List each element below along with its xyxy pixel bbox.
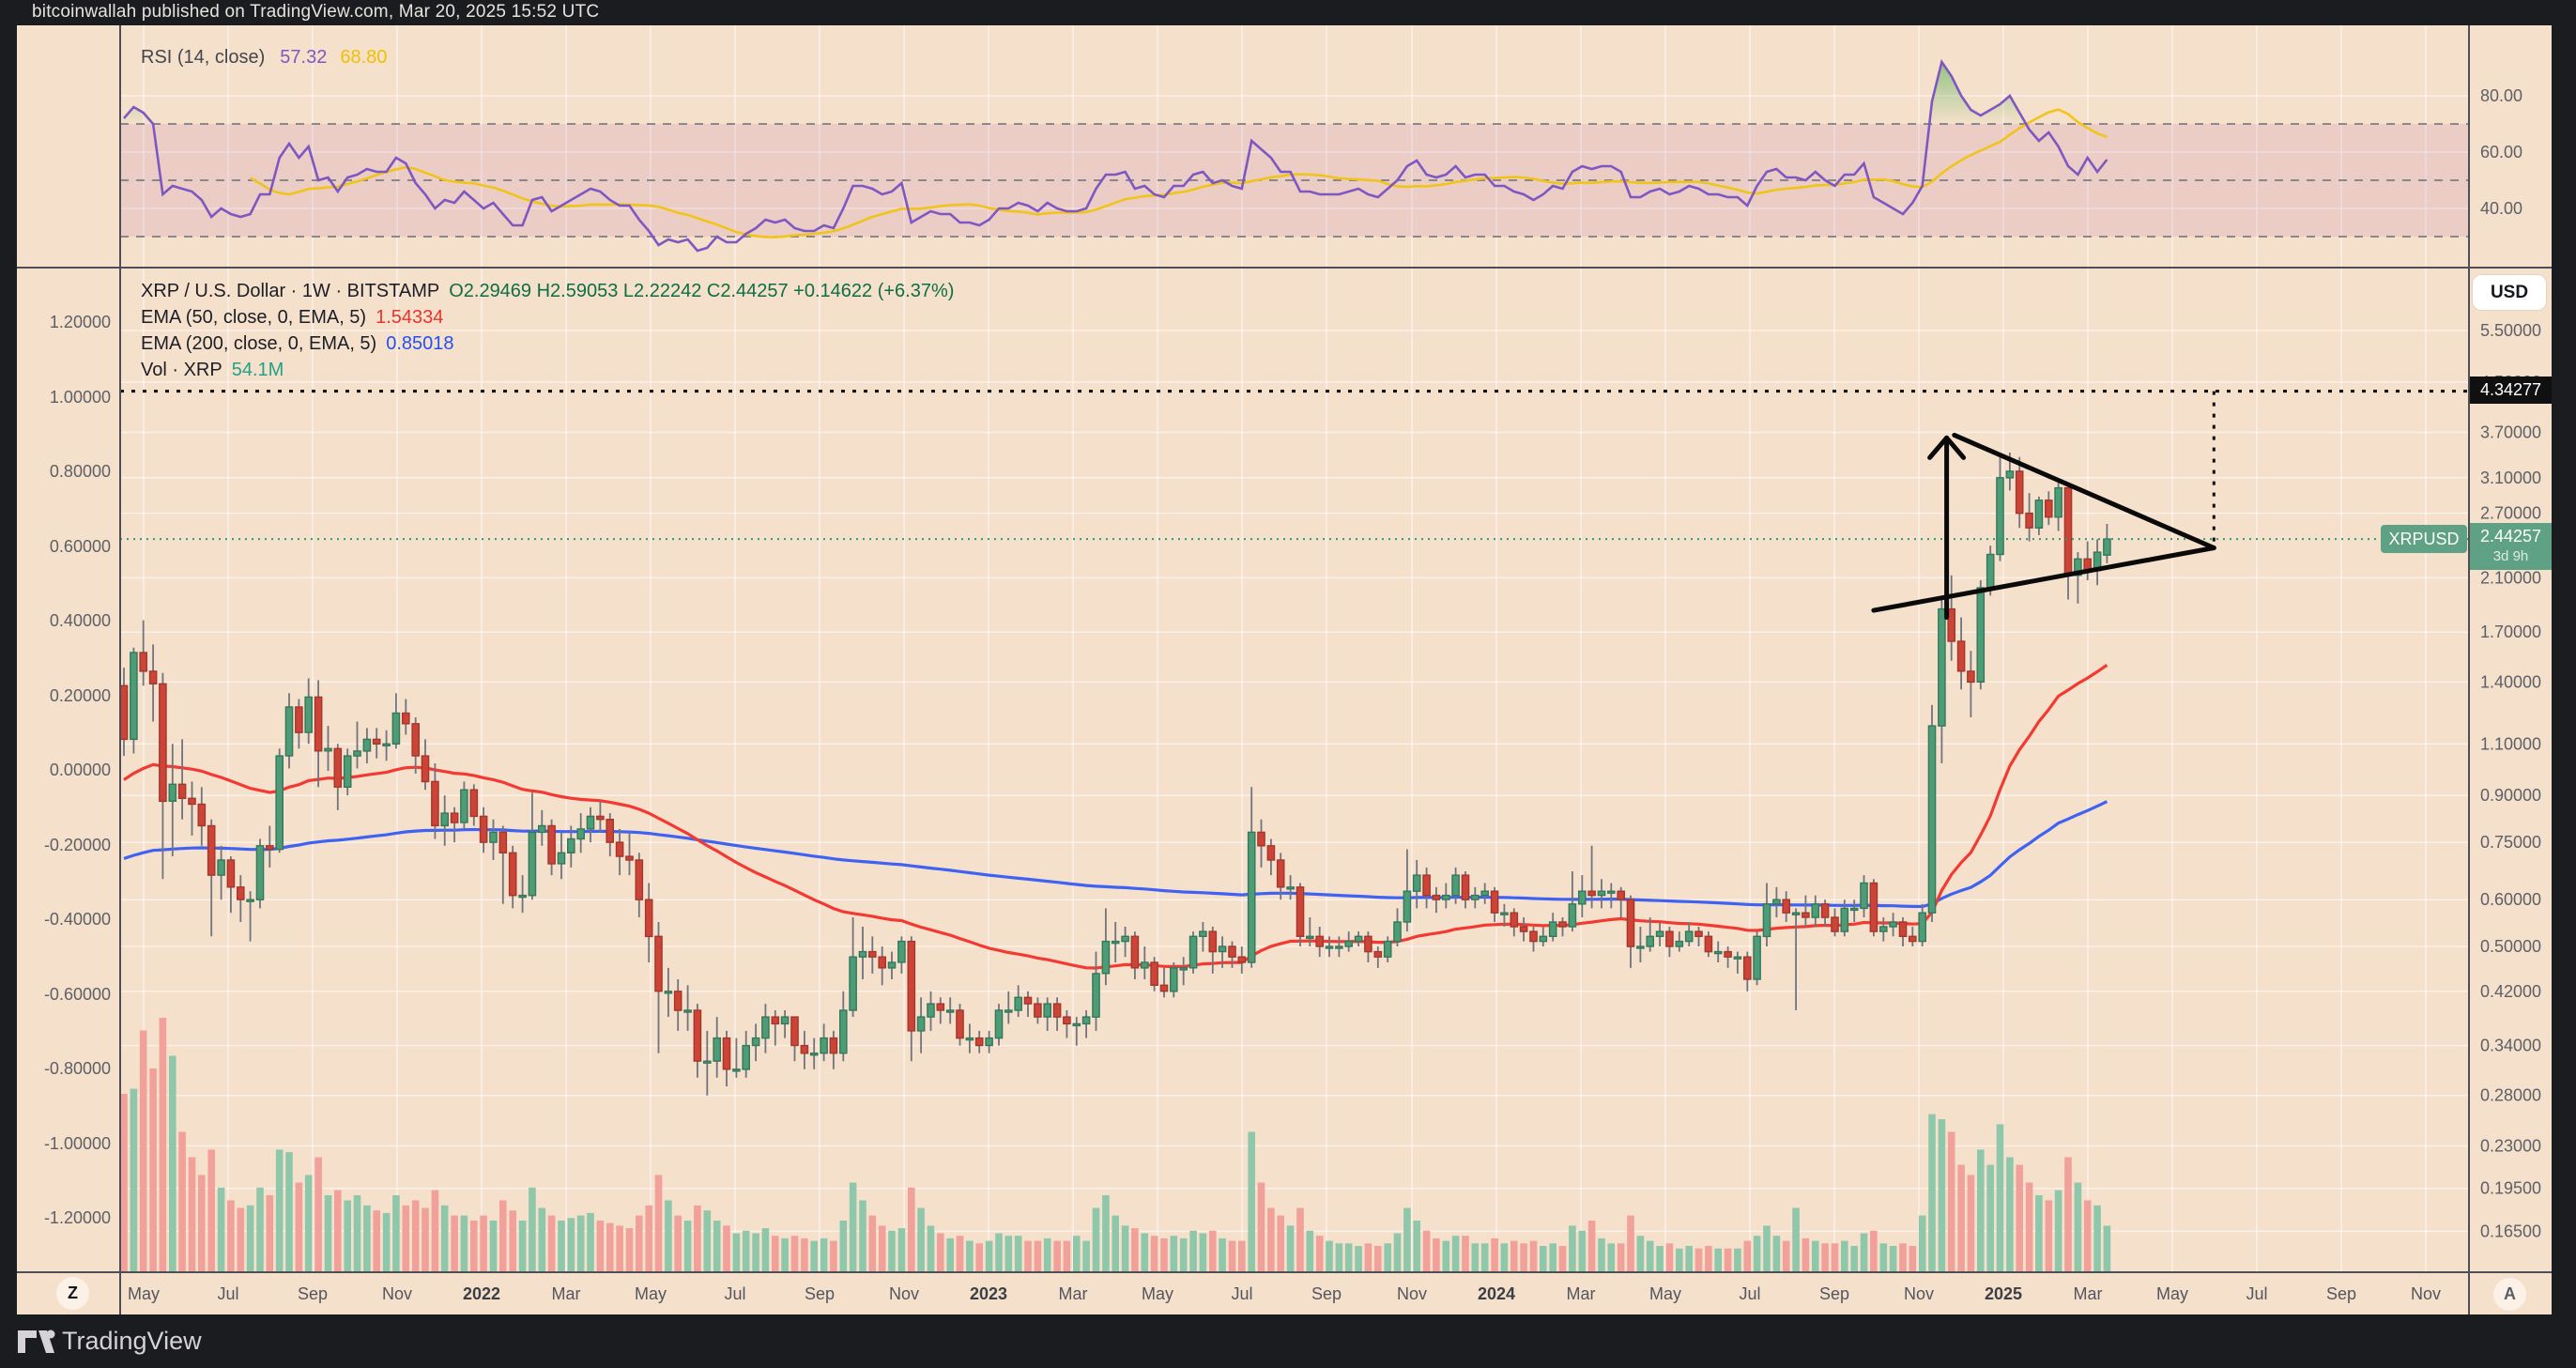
ema50-value: 1.54334: [376, 307, 444, 328]
symbol-row[interactable]: XRP / U.S. Dollar · 1W · BITSTAMP O2.2946…: [141, 278, 954, 304]
volume-value: 54.1M: [231, 360, 284, 380]
svg-text:1.00000: 1.00000: [50, 388, 111, 407]
bar-countdown: 3d 9h: [2492, 548, 2529, 564]
rsi-ma-value: 68.80: [340, 47, 388, 68]
svg-text:Jul: Jul: [2246, 1284, 2267, 1303]
svg-text:60.00: 60.00: [2480, 143, 2522, 161]
timezone-button[interactable]: Z: [56, 1277, 89, 1310]
ema200-value: 0.85018: [386, 333, 454, 354]
target-price-label: 4.34277: [2470, 377, 2552, 404]
svg-text:Nov: Nov: [1904, 1284, 1934, 1303]
svg-text:1.20000: 1.20000: [50, 313, 111, 331]
svg-text:2022: 2022: [463, 1284, 500, 1303]
svg-text:Sep: Sep: [1819, 1284, 1849, 1303]
svg-text:May: May: [128, 1284, 160, 1303]
svg-text:0.34000: 0.34000: [2480, 1037, 2541, 1055]
svg-text:May: May: [635, 1284, 667, 1303]
svg-text:May: May: [1142, 1284, 1173, 1303]
svg-text:0.60000: 0.60000: [50, 537, 111, 556]
rsi-value: 57.32: [280, 47, 328, 68]
chart-background: [17, 25, 2552, 1314]
svg-text:2025: 2025: [1985, 1284, 2022, 1303]
rsi-legend-title: RSI (14, close): [141, 47, 266, 68]
svg-text:-0.80000: -0.80000: [44, 1059, 111, 1078]
svg-text:Nov: Nov: [382, 1284, 412, 1303]
svg-text:-0.20000: -0.20000: [44, 836, 111, 854]
attribution-text: bitcoinwallah published on TradingView.c…: [32, 2, 600, 22]
svg-text:2024: 2024: [1478, 1284, 1515, 1303]
tradingview-wordmark: TradingView: [62, 1327, 202, 1355]
svg-text:Nov: Nov: [1397, 1284, 1427, 1303]
svg-text:Sep: Sep: [1311, 1284, 1342, 1303]
svg-text:Mar: Mar: [552, 1284, 581, 1303]
svg-text:Nov: Nov: [2411, 1284, 2441, 1303]
ema200-row[interactable]: EMA (200, close, 0, EMA, 5) 0.85018: [141, 330, 954, 357]
footer-bar: TradingView: [0, 1314, 2576, 1368]
rsi-legend[interactable]: RSI (14, close) 57.32 68.80: [141, 47, 387, 69]
svg-text:0.16500: 0.16500: [2480, 1222, 2541, 1240]
svg-text:2023: 2023: [970, 1284, 1007, 1303]
svg-text:1.10000: 1.10000: [2480, 734, 2541, 753]
svg-text:2.70000: 2.70000: [2480, 504, 2541, 523]
symbol-price-flag: XRPUSD: [2381, 525, 2467, 553]
svg-text:0.42000: 0.42000: [2480, 982, 2541, 1001]
svg-text:Sep: Sep: [2326, 1284, 2356, 1303]
svg-text:40.00: 40.00: [2480, 199, 2522, 218]
svg-text:-1.20000: -1.20000: [44, 1208, 111, 1227]
svg-text:May: May: [2156, 1284, 2188, 1303]
svg-text:Sep: Sep: [298, 1284, 328, 1303]
tradingview-logo-icon: [18, 1330, 55, 1353]
ema50-row[interactable]: EMA (50, close, 0, EMA, 5) 1.54334: [141, 304, 954, 330]
svg-text:1.70000: 1.70000: [2480, 623, 2541, 641]
svg-text:Mar: Mar: [1059, 1284, 1088, 1303]
volume-label: Vol · XRP: [141, 360, 222, 380]
svg-text:0.20000: 0.20000: [50, 686, 111, 705]
svg-text:-1.00000: -1.00000: [44, 1134, 111, 1153]
svg-text:0.75000: 0.75000: [2480, 833, 2541, 852]
svg-text:0.60000: 0.60000: [2480, 890, 2541, 909]
currency-toggle-button[interactable]: USD: [2473, 275, 2546, 310]
svg-text:-0.40000: -0.40000: [44, 910, 111, 929]
ohlc-values: O2.29469 H2.59053 L2.22242 C2.44257 +0.1…: [449, 281, 955, 301]
last-price-badge: 2.44257 3d 9h: [2470, 523, 2552, 570]
svg-text:Mar: Mar: [1567, 1284, 1596, 1303]
svg-text:1.40000: 1.40000: [2480, 672, 2541, 691]
svg-text:Jul: Jul: [724, 1284, 745, 1303]
svg-text:0.80000: 0.80000: [50, 462, 111, 481]
symbol-title: XRP / U.S. Dollar · 1W · BITSTAMP: [141, 281, 440, 301]
svg-text:0.19500: 0.19500: [2480, 1179, 2541, 1198]
ema200-label: EMA (200, close, 0, EMA, 5): [141, 333, 377, 354]
svg-text:Jul: Jul: [1739, 1284, 1760, 1303]
svg-text:3.70000: 3.70000: [2480, 423, 2541, 441]
svg-text:2.10000: 2.10000: [2480, 568, 2541, 587]
svg-text:Mar: Mar: [2074, 1284, 2103, 1303]
svg-text:Jul: Jul: [1231, 1284, 1252, 1303]
svg-text:0.23000: 0.23000: [2480, 1137, 2541, 1156]
svg-text:0.50000: 0.50000: [2480, 937, 2541, 956]
svg-text:3.10000: 3.10000: [2480, 469, 2541, 487]
svg-text:Nov: Nov: [889, 1284, 919, 1303]
svg-text:May: May: [1649, 1284, 1681, 1303]
auto-scale-button[interactable]: A: [2493, 1278, 2526, 1311]
ema50-label: EMA (50, close, 0, EMA, 5): [141, 307, 367, 328]
svg-text:5.50000: 5.50000: [2480, 321, 2541, 340]
last-price-value: 2.44257: [2479, 527, 2542, 546]
svg-text:Sep: Sep: [805, 1284, 835, 1303]
volume-row[interactable]: Vol · XRP 54.1M: [141, 357, 954, 383]
svg-text:80.00: 80.00: [2480, 86, 2522, 105]
svg-text:0.40000: 0.40000: [50, 611, 111, 630]
svg-text:Jul: Jul: [217, 1284, 238, 1303]
symbol-legend: XRP / U.S. Dollar · 1W · BITSTAMP O2.2946…: [141, 278, 954, 383]
attribution-bar: bitcoinwallah published on TradingView.c…: [0, 0, 2576, 25]
svg-text:-0.60000: -0.60000: [44, 985, 111, 1004]
svg-text:0.28000: 0.28000: [2480, 1086, 2541, 1105]
svg-text:0.00000: 0.00000: [50, 761, 111, 779]
svg-text:0.90000: 0.90000: [2480, 786, 2541, 805]
